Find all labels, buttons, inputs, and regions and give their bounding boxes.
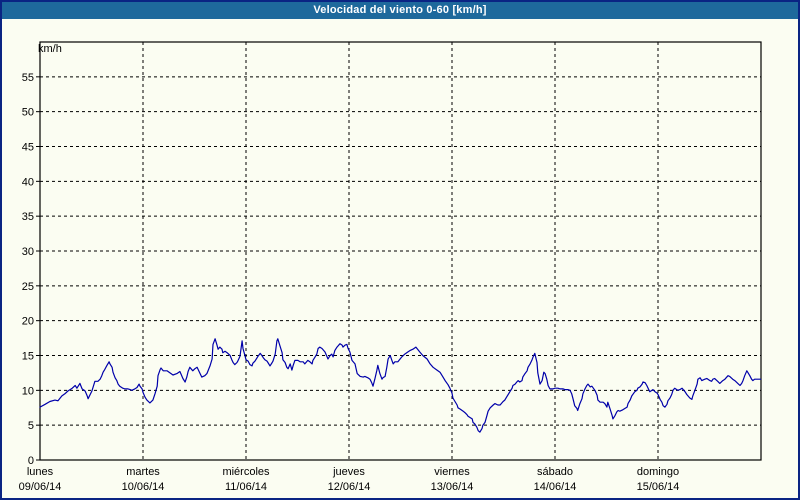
- y-tick-label: 50: [22, 107, 34, 119]
- y-tick-label: 20: [22, 316, 34, 328]
- day-date-label: 10/06/14: [122, 481, 165, 493]
- day-date-label: 13/06/14: [431, 481, 474, 493]
- y-tick-label: 15: [22, 351, 34, 363]
- day-name-label: viernes: [434, 466, 470, 478]
- day-date-label: 15/06/14: [637, 481, 680, 493]
- plot-frame: [39, 41, 762, 461]
- day-name-label: martes: [126, 466, 160, 478]
- day-date-label: 14/06/14: [534, 481, 577, 493]
- y-tick-label: 55: [22, 72, 34, 84]
- y-axis-unit-label: km/h: [38, 43, 62, 55]
- chart-title: Velocidad del viento 0-60 [km/h]: [313, 4, 487, 16]
- day-date-label: 12/06/14: [328, 481, 371, 493]
- y-tick-label: 40: [22, 176, 34, 188]
- y-tick-label: 35: [22, 211, 34, 223]
- day-name-label: miércoles: [222, 466, 270, 478]
- day-date-label: 09/06/14: [19, 481, 62, 493]
- y-tick-label: 30: [22, 246, 34, 258]
- wind-speed-plot: 0 5 10 15 20 25 30 35 40 45 50 55 lunes 09/06/14 marte…: [19, 41, 762, 493]
- wind-speed-line: [39, 338, 762, 433]
- day-name-label: sábado: [537, 466, 573, 478]
- y-tick-label: 45: [22, 142, 34, 154]
- day-name-label: lunes: [27, 466, 54, 478]
- day-name-label: domingo: [637, 466, 679, 478]
- day-name-label: jueves: [332, 466, 365, 478]
- y-tick-label: 0: [28, 455, 34, 467]
- y-tick-label: 10: [22, 385, 34, 397]
- y-tick-label: 5: [28, 420, 34, 432]
- title-bar: Velocidad del viento 0-60 [km/h]: [2, 2, 798, 19]
- day-date-label: 11/06/14: [225, 481, 267, 493]
- y-tick-label: 25: [22, 281, 34, 293]
